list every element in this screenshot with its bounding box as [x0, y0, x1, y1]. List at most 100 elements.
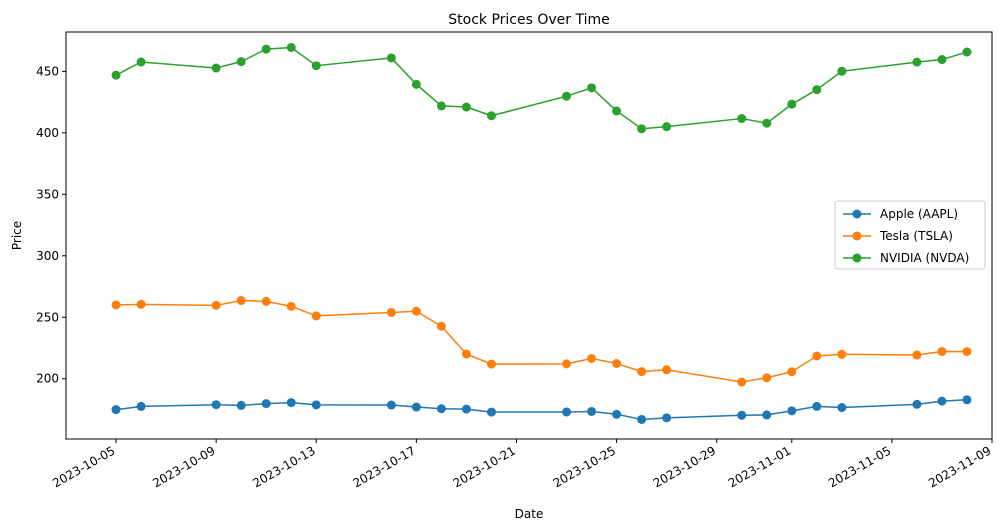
data-point	[311, 311, 321, 321]
data-point	[436, 101, 446, 111]
data-point	[762, 373, 772, 383]
series-nvidia-nvda	[111, 42, 972, 134]
data-point	[737, 114, 747, 124]
data-point	[837, 403, 847, 413]
data-point	[136, 401, 146, 411]
data-point	[612, 409, 622, 419]
series-tesla-tsla	[111, 296, 972, 387]
data-point	[962, 47, 972, 57]
data-point	[962, 395, 972, 405]
data-point	[762, 410, 772, 420]
data-point	[562, 359, 572, 369]
y-tick-label: 300	[36, 249, 59, 263]
data-point	[737, 410, 747, 420]
data-point	[261, 44, 271, 54]
data-point	[662, 413, 672, 423]
legend-marker	[852, 253, 862, 263]
legend-item: NVIDIA (NVDA)	[843, 251, 969, 265]
data-point	[236, 296, 246, 306]
data-point	[411, 79, 421, 89]
data-point	[912, 399, 922, 409]
data-point	[587, 406, 597, 416]
data-point	[461, 404, 471, 414]
data-point	[587, 353, 597, 363]
series-apple-aapl	[111, 395, 972, 424]
data-point	[211, 63, 221, 73]
y-axis: 200 250 300 350 400 450	[36, 64, 66, 386]
data-point	[812, 85, 822, 95]
data-point	[236, 57, 246, 67]
data-point	[136, 299, 146, 309]
data-point	[662, 365, 672, 375]
data-point	[937, 396, 947, 406]
data-point	[637, 367, 647, 377]
data-point	[261, 399, 271, 409]
data-point	[411, 306, 421, 316]
y-tick-label: 450	[36, 64, 59, 78]
data-point	[762, 118, 772, 128]
data-point	[236, 400, 246, 410]
legend-label: NVIDIA (NVDA)	[880, 251, 969, 265]
data-point	[562, 407, 572, 417]
data-point	[562, 91, 572, 101]
data-point	[411, 402, 421, 412]
data-point	[486, 359, 496, 369]
legend-item: Tesla (TSLA)	[843, 229, 953, 243]
data-point	[912, 350, 922, 360]
data-point	[436, 321, 446, 331]
data-point	[962, 347, 972, 357]
data-point	[637, 414, 647, 424]
data-point	[587, 83, 597, 93]
data-point	[311, 400, 321, 410]
data-point	[486, 111, 496, 121]
data-point	[211, 400, 221, 410]
data-point	[812, 401, 822, 411]
data-point	[737, 377, 747, 387]
data-point	[311, 61, 321, 71]
y-tick-label: 400	[36, 126, 59, 140]
data-point	[837, 66, 847, 76]
series-layer	[111, 42, 972, 424]
data-point	[386, 400, 396, 410]
data-point	[111, 405, 121, 415]
y-tick-label: 250	[36, 310, 59, 324]
data-point	[612, 359, 622, 368]
data-point	[286, 398, 296, 408]
data-point	[486, 407, 496, 417]
plot-area-frame	[65, 31, 993, 440]
data-point	[612, 106, 622, 116]
y-tick-label: 200	[36, 372, 59, 386]
data-point	[286, 42, 296, 52]
legend-item: Apple (AAPL)	[843, 207, 958, 221]
data-point	[111, 70, 121, 80]
chart-title: Stock Prices Over Time	[448, 12, 609, 28]
data-point	[261, 296, 271, 306]
legend-frame	[834, 200, 986, 270]
data-point	[386, 307, 396, 317]
legend-label: Apple (AAPL)	[880, 207, 958, 221]
x-axis-title: Date	[515, 507, 544, 521]
data-point	[812, 351, 822, 361]
data-point	[937, 346, 947, 356]
data-point	[386, 53, 396, 63]
data-point	[837, 349, 847, 359]
data-point	[787, 99, 797, 109]
y-tick-label: 350	[36, 187, 59, 201]
data-point	[461, 349, 471, 359]
legend-marker	[852, 209, 862, 219]
data-point	[937, 55, 947, 65]
legend: Apple (AAPL) Tesla (TSLA) NVIDIA (NVDA)	[834, 200, 986, 270]
y-axis-title: Price	[10, 221, 24, 250]
data-point	[211, 300, 221, 310]
legend-marker	[852, 231, 862, 241]
data-point	[787, 406, 797, 416]
legend-label: Tesla (TSLA)	[879, 229, 953, 243]
data-point	[787, 367, 797, 377]
data-point	[461, 102, 471, 112]
data-point	[637, 124, 647, 134]
data-point	[286, 301, 296, 311]
data-point	[136, 57, 146, 67]
data-point	[111, 300, 121, 310]
data-point	[912, 57, 922, 67]
